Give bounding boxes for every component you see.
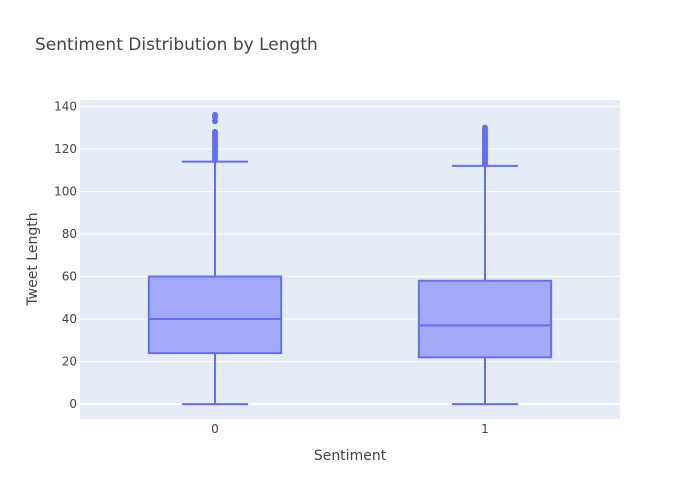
y-tick-label: 140: [54, 99, 77, 113]
iqr-box: [147, 275, 283, 355]
x-axis-title: Sentiment: [314, 448, 387, 464]
x-tick-label: 0: [211, 422, 219, 436]
y-axis-title: Tweet Length: [25, 212, 41, 306]
x-tick-label: 1: [481, 422, 489, 436]
box-series: [147, 111, 553, 406]
y-tick-label: 120: [54, 142, 77, 156]
plot-area: [80, 100, 620, 419]
outlier-point: [212, 118, 218, 125]
box-0: [147, 111, 283, 406]
outlier-point: [212, 128, 218, 135]
outlier-point: [482, 124, 488, 131]
y-tick-label: 60: [62, 270, 77, 284]
y-tick-label: 40: [62, 312, 77, 326]
chart-title: Sentiment Distribution by Length: [35, 35, 318, 55]
y-axis-ticks: 0 20 40 60 80 100 120 140: [54, 99, 77, 411]
box-1: [417, 124, 553, 406]
y-tick-label: 100: [54, 184, 77, 198]
outlier-point: [212, 111, 218, 118]
y-tick-label: 0: [69, 397, 77, 411]
y-tick-label: 20: [62, 355, 77, 369]
iqr-box: [417, 279, 553, 359]
y-tick-label: 80: [62, 227, 77, 241]
